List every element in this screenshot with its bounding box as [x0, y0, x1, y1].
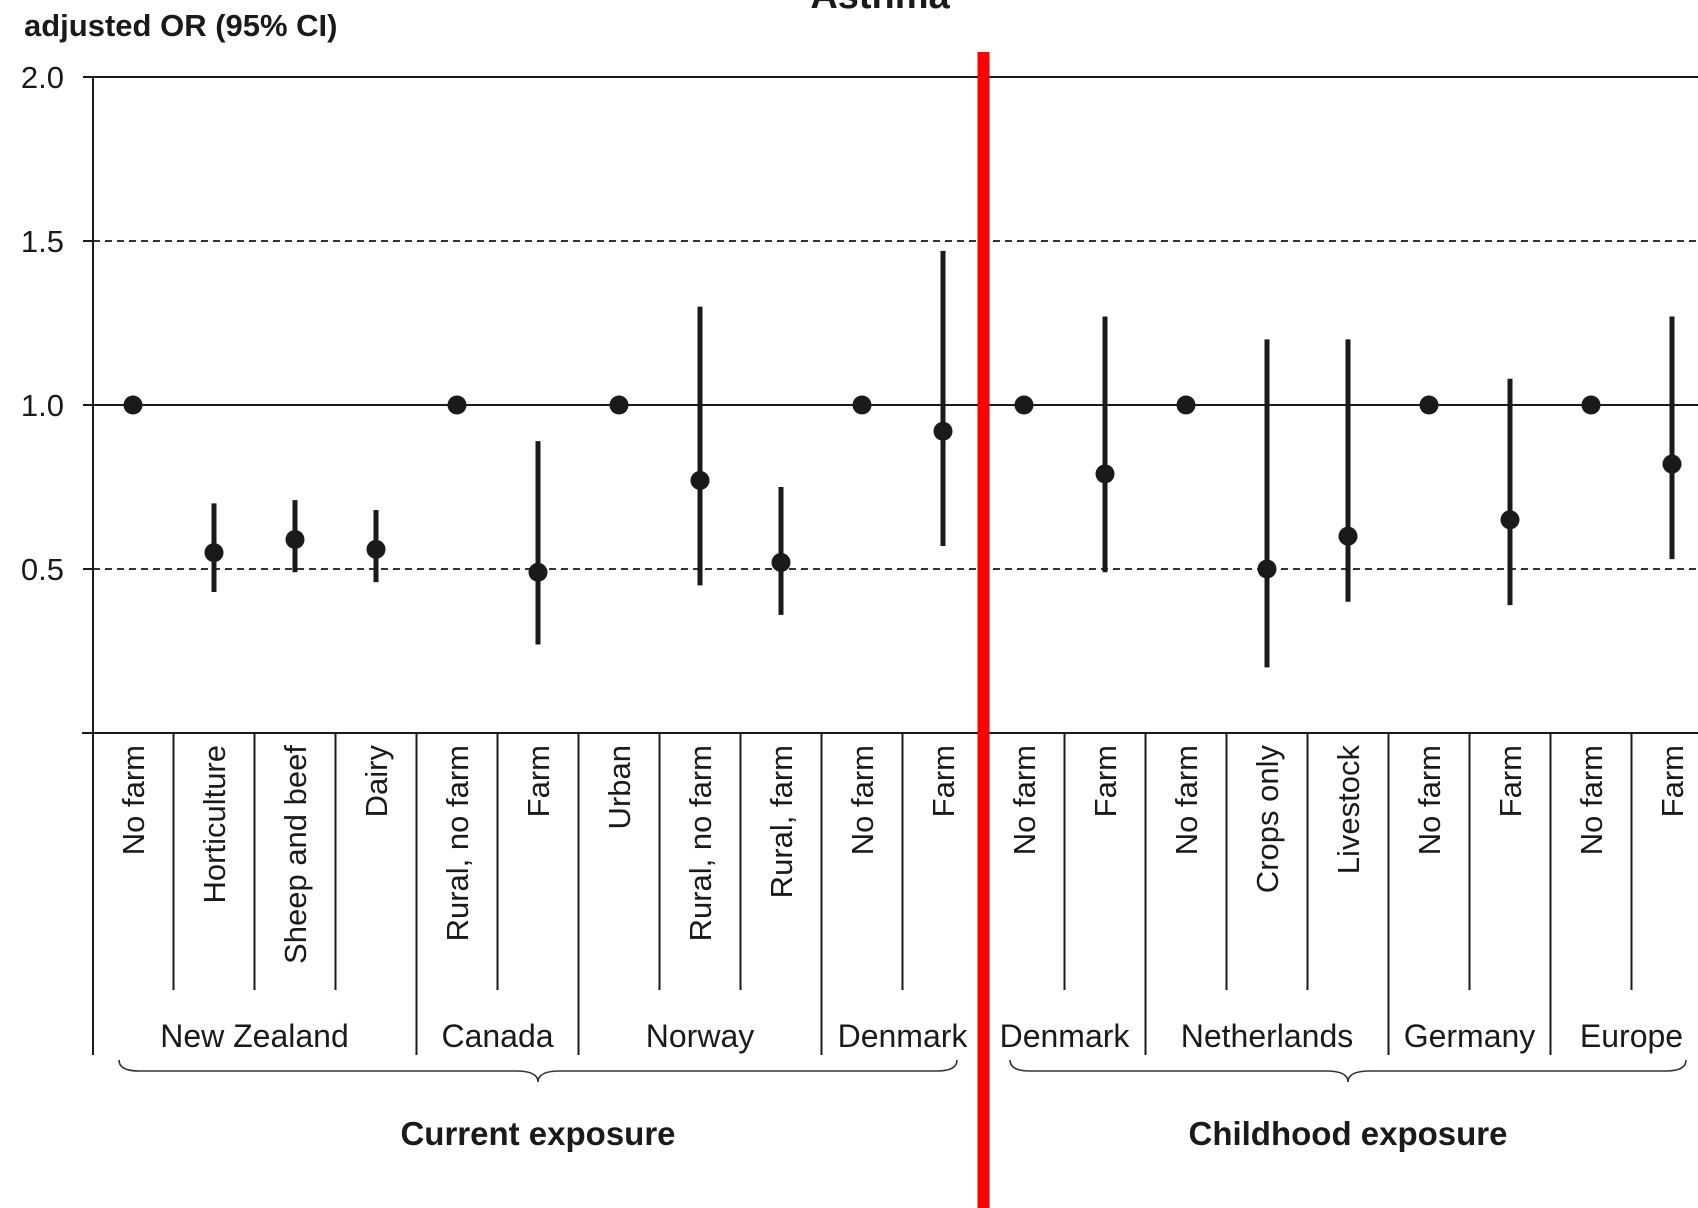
estimate-point [447, 395, 467, 415]
category-label: Rural, farm [764, 745, 799, 898]
category-label: Rural, no farm [440, 745, 475, 941]
country-label: Netherlands [1181, 1018, 1354, 1054]
category-label: Farm [521, 745, 556, 817]
estimate-point [1257, 559, 1277, 579]
estimate-point [204, 543, 224, 563]
y-tick-label: 2.0 [21, 60, 64, 95]
category-label: Livestock [1331, 745, 1366, 875]
estimate-point [771, 552, 791, 572]
country-label: Germany [1404, 1018, 1536, 1054]
estimate-point [690, 470, 710, 490]
exposure-brace [1009, 1059, 1687, 1083]
estimate-point [1662, 454, 1682, 474]
estimate-point [1500, 510, 1520, 530]
exposure-group-label: Current exposure [400, 1115, 675, 1152]
country-label: Norway [646, 1018, 754, 1054]
estimate-point [1176, 395, 1196, 415]
exposure-brace [118, 1059, 958, 1083]
estimate-point [1581, 395, 1601, 415]
country-label: Europe [1580, 1018, 1683, 1054]
country-label: New Zealand [160, 1018, 349, 1054]
exposure-group-label: Childhood exposure [1188, 1115, 1507, 1152]
estimate-point [528, 562, 548, 582]
estimate-point [609, 395, 629, 415]
category-label: No farm [1007, 745, 1042, 855]
estimate-point [933, 421, 953, 441]
category-label: Farm [1088, 745, 1123, 817]
category-label: Urban [602, 745, 637, 829]
y-tick-label: 1.0 [21, 388, 64, 423]
estimate-point [123, 395, 143, 415]
chart-title: Asthma [810, 0, 950, 17]
category-label: Farm [926, 745, 961, 817]
estimate-point [1338, 526, 1358, 546]
y-axis-label: adjusted OR (95% CI) [24, 8, 338, 43]
country-label: Denmark [838, 1018, 969, 1054]
category-label: No farm [1574, 745, 1609, 855]
estimate-point [1419, 395, 1439, 415]
category-label: Farm [1493, 745, 1528, 817]
category-label: Rural, no farm [683, 745, 718, 941]
estimate-point [366, 539, 386, 559]
country-label: Canada [441, 1018, 553, 1054]
category-label: Farm [1655, 745, 1690, 817]
category-label: Dairy [359, 745, 394, 818]
y-tick-label: 1.5 [21, 224, 64, 259]
category-label: No farm [1169, 745, 1204, 855]
category-label: No farm [116, 745, 151, 855]
category-label: No farm [845, 745, 880, 855]
estimate-point [1014, 395, 1034, 415]
estimate-point [1095, 464, 1115, 484]
category-label: Sheep and beef [278, 745, 313, 964]
category-label: Crops only [1250, 745, 1285, 894]
estimate-point [285, 529, 305, 549]
estimate-point [852, 395, 872, 415]
country-label: Denmark [1000, 1018, 1131, 1054]
category-label: No farm [1412, 745, 1447, 855]
y-tick-label: 0.5 [21, 552, 64, 587]
category-label: Horticulture [197, 745, 232, 904]
